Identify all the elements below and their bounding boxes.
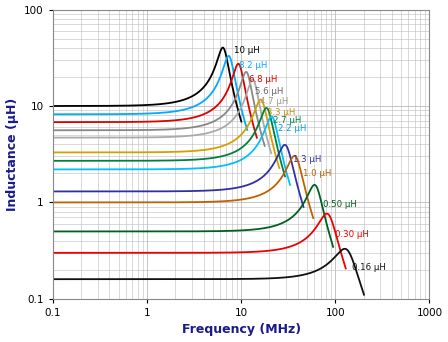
Text: 0.16 μH: 0.16 μH (352, 263, 386, 272)
Text: 3.3 μH: 3.3 μH (267, 108, 296, 117)
Text: 2.2 μH: 2.2 μH (278, 124, 306, 133)
Text: 8.2 μH: 8.2 μH (239, 62, 267, 70)
Text: 6.8 μH: 6.8 μH (249, 75, 277, 83)
Text: 1.0 μH: 1.0 μH (303, 169, 332, 178)
Text: 10 μH: 10 μH (234, 45, 260, 55)
X-axis label: Frequency (MHz): Frequency (MHz) (181, 324, 301, 337)
Y-axis label: Inductance (μH): Inductance (μH) (5, 97, 18, 211)
Text: 0.50 μH: 0.50 μH (323, 200, 358, 209)
Text: 0.30 μH: 0.30 μH (335, 229, 369, 239)
Text: 1.3 μH: 1.3 μH (293, 155, 322, 164)
Text: 2.7 μH: 2.7 μH (273, 116, 302, 126)
Text: 4.7 μH: 4.7 μH (260, 97, 289, 106)
Text: 5.6 μH: 5.6 μH (255, 88, 283, 96)
